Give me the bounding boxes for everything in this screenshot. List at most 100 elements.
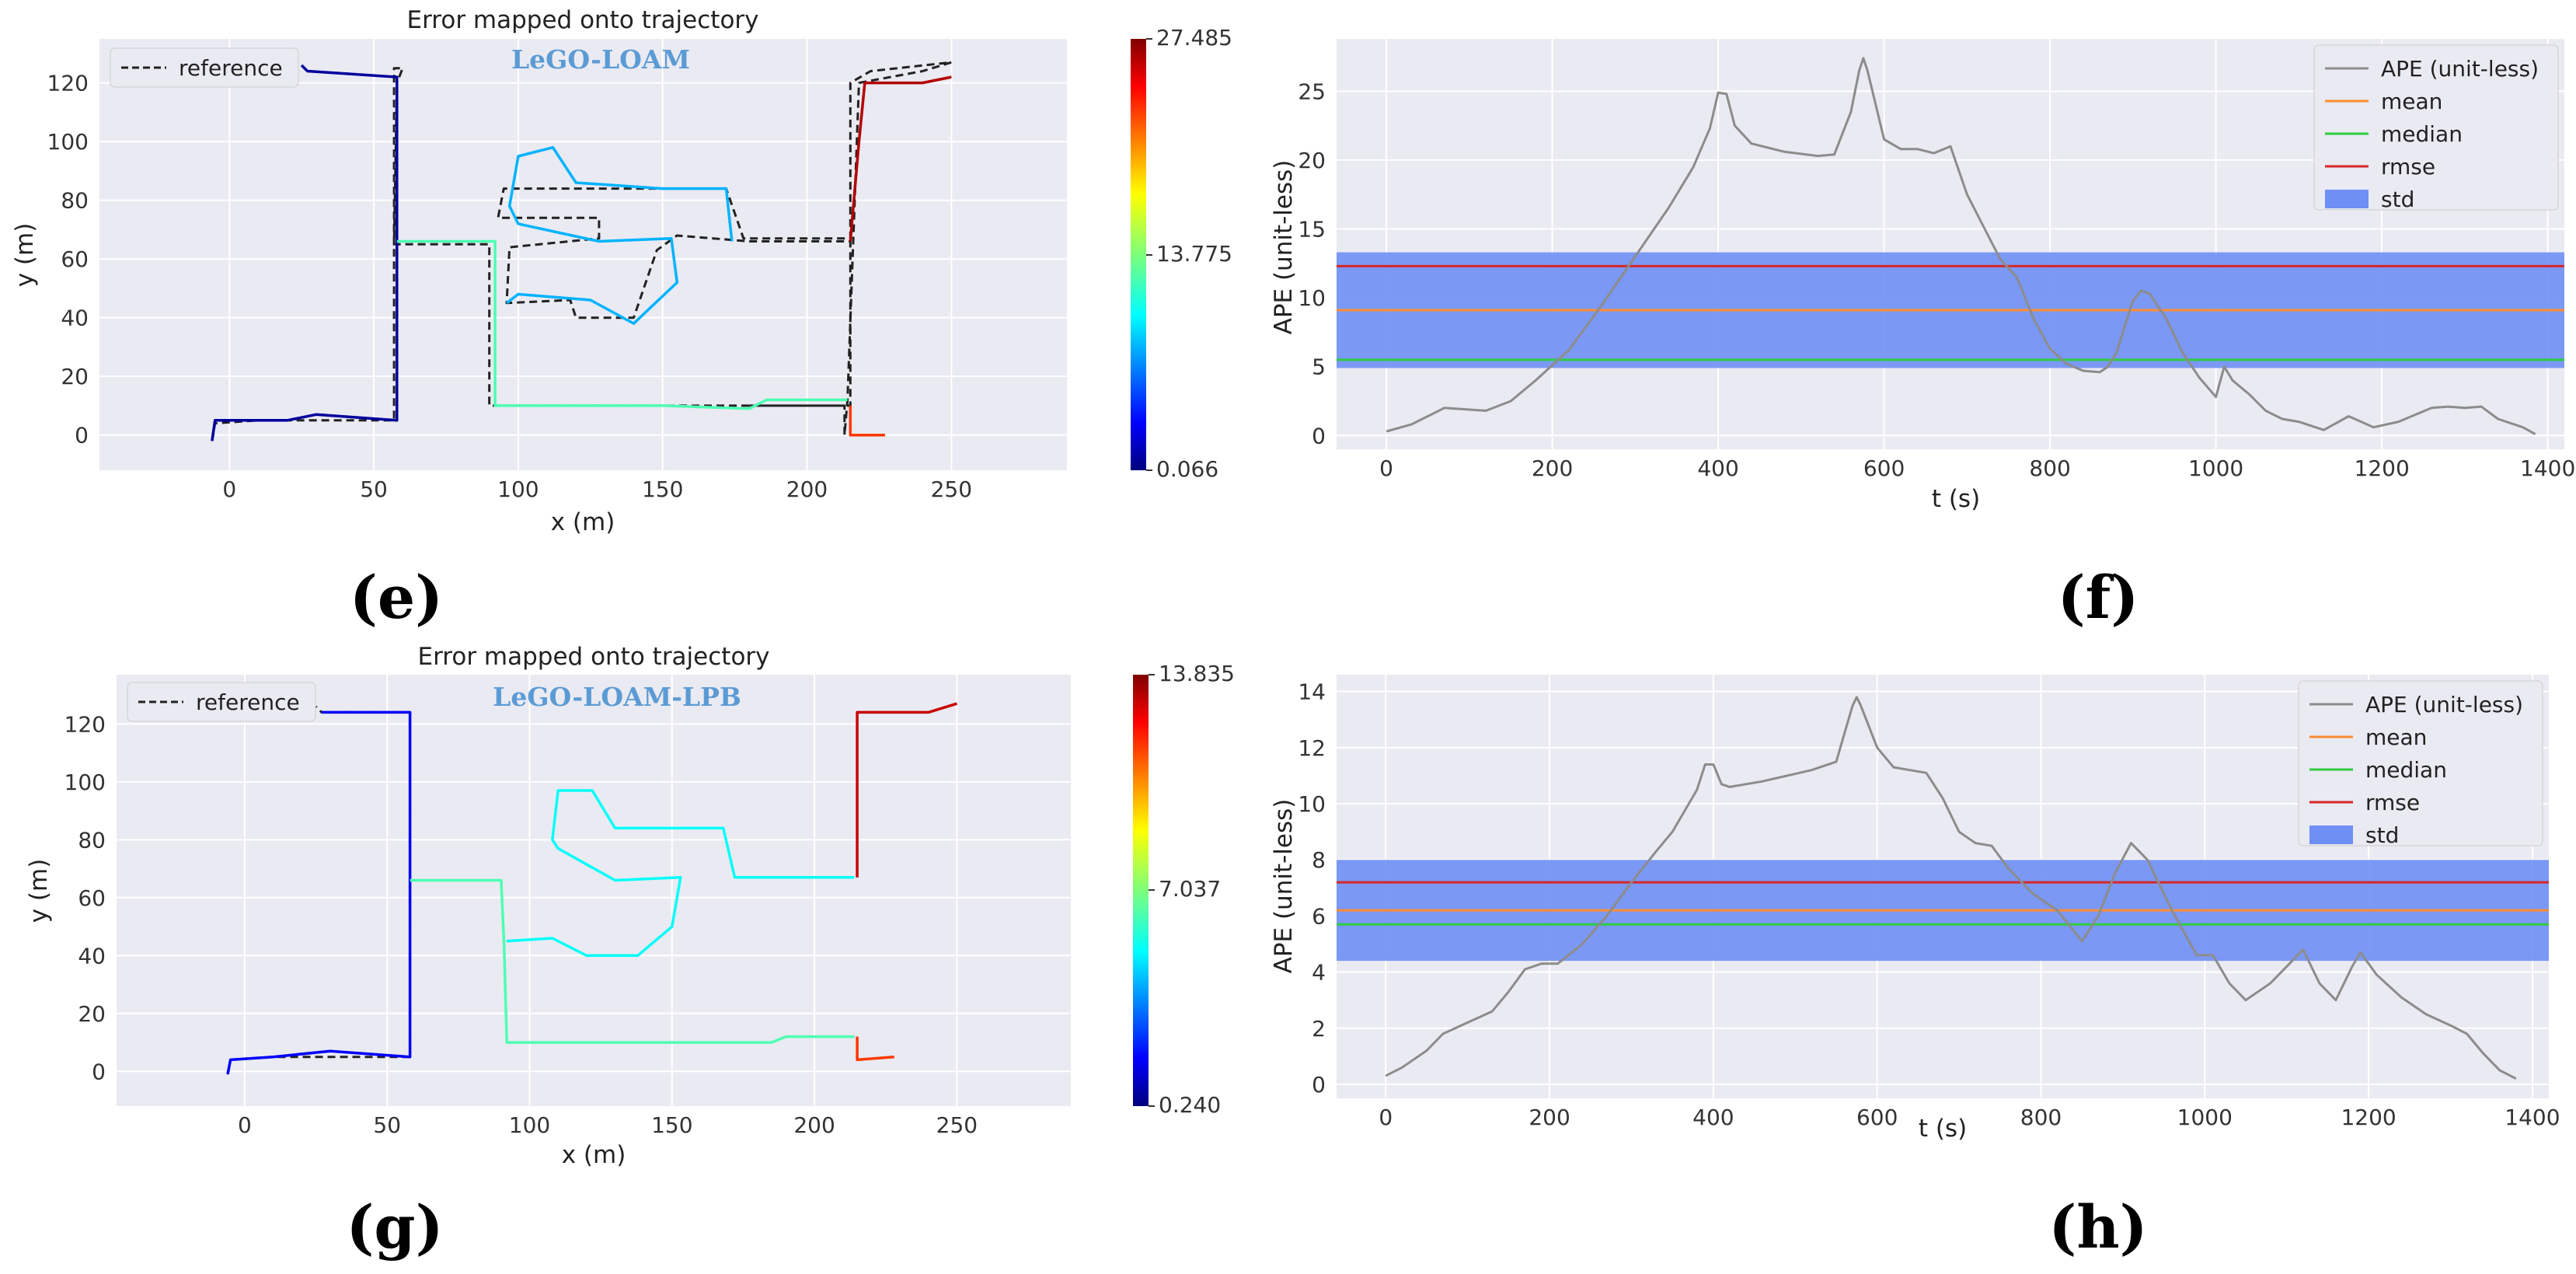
panel-g-trajectory-plot: 0 50 100 150 200 250 0 20 40 60 80 100 120 Error ma…: [25, 643, 1235, 1262]
y-tick-label: 2: [1312, 1016, 1326, 1042]
colorbar-min-label: 0.066: [1156, 456, 1218, 482]
x-tick-labels: 0 50 100 150 200 250: [238, 1112, 978, 1138]
y-axis-title: APE (unit-less): [1270, 799, 1298, 974]
x-tick-labels: 0 200 400 600 800 1000 1200 1400: [1379, 1105, 2560, 1130]
y-tick-label: 20: [61, 364, 89, 389]
y-axis-title: APE (unit-less): [1270, 160, 1298, 335]
legend-label: median: [2365, 757, 2447, 783]
error-segment: [396, 239, 848, 410]
x-tick-label: 0: [238, 1112, 252, 1138]
legend-label: APE (unit-less): [2365, 692, 2523, 717]
y-tick-label: 80: [78, 827, 106, 853]
x-tick-label: 1400: [2520, 455, 2575, 481]
legend-label: std: [2381, 187, 2414, 212]
legend-label: std: [2365, 822, 2399, 848]
y-tick-labels: 0 2 4 6 8 10 12 14: [1298, 679, 1326, 1098]
legend: APE (unit-less) mean median rmse std: [2313, 44, 2559, 212]
y-tick-label: 100: [64, 770, 106, 795]
error-segment: [849, 75, 952, 242]
x-tick-label: 250: [931, 476, 972, 502]
y-tick-label: 80: [61, 188, 89, 214]
y-tick-label: 40: [78, 943, 106, 969]
y-tick-label: 40: [61, 305, 89, 331]
x-tick-label: 1000: [2188, 455, 2243, 481]
legend-label: mean: [2381, 89, 2442, 114]
legend-std-swatch: [2309, 825, 2353, 844]
legend-std-swatch: [2325, 190, 2369, 208]
error-segment: [226, 710, 412, 1075]
x-tick-label: 800: [2020, 1105, 2062, 1130]
x-tick-label: 100: [497, 476, 539, 502]
plot-title: Error mapped onto trajectory: [407, 6, 759, 34]
error-segment: [856, 1036, 894, 1062]
y-tick-label: 20: [78, 1001, 106, 1027]
legend-reference-label: reference: [196, 689, 300, 715]
y-tick-label: 20: [1298, 148, 1326, 173]
panel-label: (h): [2048, 1192, 2147, 1262]
error-segment: [505, 145, 734, 325]
legend: reference: [127, 682, 316, 722]
colorbar-max-label: 13.835: [1159, 661, 1235, 686]
panel-f-ape-plot: 0 200 400 600 800 1000 1200 1400 0 5 10 15 20 25 t (…: [1270, 39, 2575, 632]
panel-h-ape-plot: 0 200 400 600 800 1000 1200 1400 0 2 4 6 8 10 12 14 t …: [1270, 675, 2560, 1262]
legend-box: [2298, 680, 2543, 846]
x-tick-label: 150: [651, 1112, 692, 1138]
legend: APE (unit-less) mean median rmse std: [2298, 680, 2543, 848]
method-label: LeGO-LOAM: [511, 44, 690, 75]
y-tick-label: 4: [1312, 960, 1326, 986]
legend-label: APE (unit-less): [2381, 56, 2539, 82]
y-tick-label: 0: [75, 423, 89, 449]
y-tick-label: 60: [61, 246, 89, 272]
x-axis-title: t (s): [1932, 485, 1980, 513]
y-axis-title: y (m): [25, 859, 53, 923]
y-tick-label: 8: [1312, 847, 1326, 873]
y-tick-label: 10: [1298, 791, 1326, 817]
colorbar-min-label: 0.240: [1159, 1092, 1221, 1118]
y-tick-labels: 0 20 40 60 80 100 120: [64, 711, 106, 1084]
panel-label: (f): [2058, 563, 2139, 632]
x-tick-labels: 0 200 400 600 800 1000 1200 1400: [1379, 455, 2575, 481]
y-tick-label: 5: [1312, 354, 1326, 380]
y-tick-label: 0: [1312, 423, 1326, 449]
legend-box: [127, 682, 316, 722]
legend-label: rmse: [2381, 154, 2435, 180]
x-tick-label: 1000: [2177, 1105, 2233, 1130]
x-tick-label: 250: [936, 1112, 978, 1138]
x-tick-label: 200: [793, 1112, 835, 1138]
legend: reference: [110, 47, 299, 88]
y-tick-label: 6: [1312, 903, 1326, 929]
x-axis-title: x (m): [562, 1141, 626, 1169]
x-tick-label: 0: [222, 476, 236, 502]
panel-label: (g): [346, 1192, 443, 1262]
x-tick-label: 600: [1856, 1105, 1898, 1130]
plot-title: Error mapped onto trajectory: [418, 643, 770, 671]
colorbar-mid-label: 13.775: [1156, 241, 1232, 267]
x-tick-label: 200: [1532, 455, 1573, 481]
panel-e-trajectory-plot: 0 50 100 150 200 250 0 20 40 60 80 100 120 Error ma…: [11, 6, 1232, 632]
panel-label: (e): [350, 563, 443, 632]
y-tick-label: 60: [78, 885, 106, 911]
legend-label: median: [2381, 121, 2463, 147]
x-tick-label: 800: [2029, 455, 2070, 481]
method-label: LeGO-LOAM-LPB: [493, 682, 741, 712]
plot-background: [117, 675, 1071, 1106]
y-tick-label: 25: [1298, 79, 1326, 104]
y-tick-label: 0: [92, 1059, 106, 1084]
y-tick-label: 120: [47, 71, 89, 96]
y-axis-title: y (m): [11, 223, 39, 288]
colorbar-mid-label: 7.037: [1159, 876, 1221, 902]
x-tick-label: 150: [642, 476, 683, 502]
y-tick-label: 15: [1298, 217, 1326, 243]
reference-path: [211, 61, 953, 442]
x-tick-label: 200: [786, 476, 828, 502]
error-trajectory: [226, 702, 957, 1075]
error-trajectory: [211, 64, 952, 442]
y-tick-labels: 0 20 40 60 80 100 120: [47, 71, 89, 449]
x-tick-label: 100: [509, 1112, 550, 1138]
y-tick-label: 10: [1298, 285, 1326, 311]
ape-line: [1385, 696, 2517, 1080]
error-segment: [211, 64, 399, 442]
y-tick-label: 14: [1298, 679, 1326, 705]
x-tick-label: 1400: [2505, 1105, 2560, 1130]
